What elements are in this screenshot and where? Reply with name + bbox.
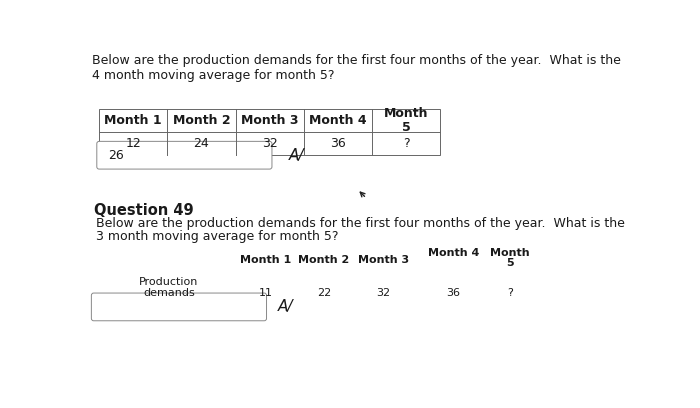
Text: 11: 11 xyxy=(259,288,273,298)
Text: 4 month moving average for month 5?: 4 month moving average for month 5? xyxy=(88,69,334,82)
Text: Month 2: Month 2 xyxy=(173,114,230,127)
Text: Below are the production demands for the first four months of the year.  What is: Below are the production demands for the… xyxy=(88,53,620,67)
Text: 32: 32 xyxy=(377,288,391,298)
Text: Month
5: Month 5 xyxy=(384,107,428,134)
Bar xyxy=(99,109,440,155)
Text: Question 49: Question 49 xyxy=(94,203,193,218)
Text: A/: A/ xyxy=(278,299,294,315)
Text: 22: 22 xyxy=(316,288,331,298)
Text: Month 3: Month 3 xyxy=(241,114,298,127)
Text: Month 4: Month 4 xyxy=(428,248,479,257)
Text: 24: 24 xyxy=(193,137,209,150)
Text: 26: 26 xyxy=(108,149,124,162)
Text: 36: 36 xyxy=(447,288,461,298)
Text: Month 4: Month 4 xyxy=(309,114,367,127)
Text: Production
demands: Production demands xyxy=(139,277,199,299)
Text: ?: ? xyxy=(507,288,513,298)
Text: Month
5: Month 5 xyxy=(490,248,530,268)
Text: 32: 32 xyxy=(262,137,277,150)
FancyBboxPatch shape xyxy=(97,141,272,169)
Text: Month 2: Month 2 xyxy=(298,255,349,265)
Text: 36: 36 xyxy=(330,137,346,150)
Text: Month 3: Month 3 xyxy=(358,255,409,265)
Text: Month 1: Month 1 xyxy=(104,114,162,127)
FancyBboxPatch shape xyxy=(92,293,267,321)
Text: 3 month moving average for month 5?: 3 month moving average for month 5? xyxy=(88,230,338,243)
Text: ?: ? xyxy=(402,137,409,150)
Text: Month 1: Month 1 xyxy=(240,255,291,265)
Text: 12: 12 xyxy=(125,137,141,150)
Text: Below are the production demands for the first four months of the year.  What is: Below are the production demands for the… xyxy=(88,217,624,230)
Text: A/: A/ xyxy=(289,148,304,163)
